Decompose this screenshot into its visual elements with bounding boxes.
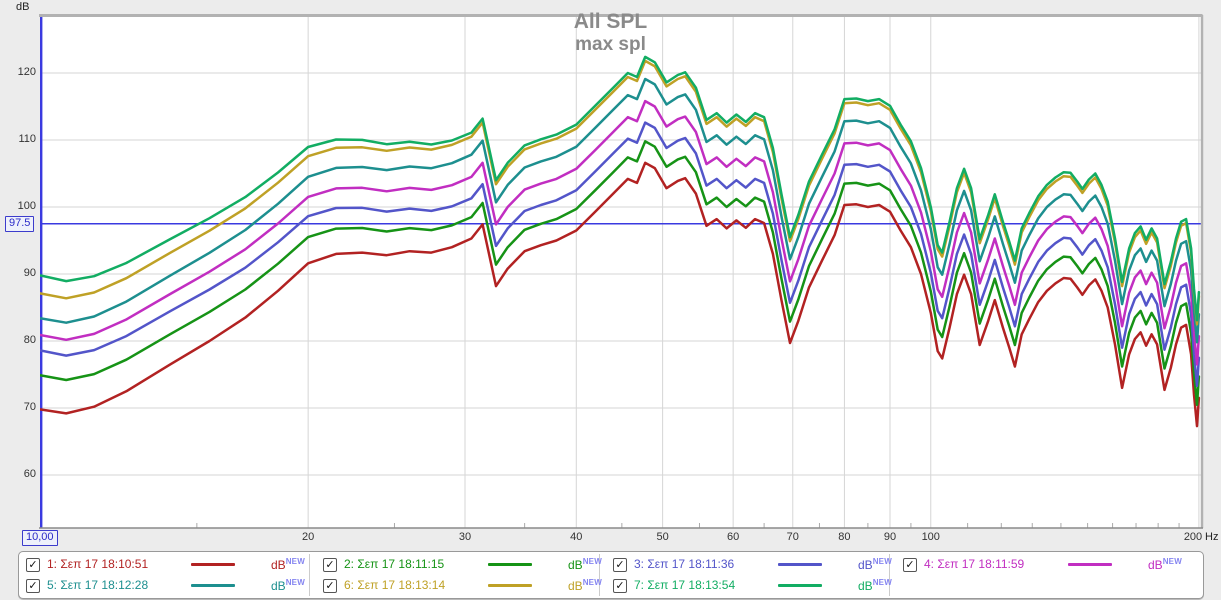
y-tick-label-70: 70	[23, 401, 36, 413]
y-axis-unit-label: dB	[16, 1, 30, 13]
x-tick-label-20: 20	[302, 531, 315, 543]
new-badge: NEW	[582, 578, 602, 587]
legend-item-2: ✓ 2: Σεπ 17 18:11:15 dBNEW	[323, 557, 608, 575]
plot-area	[40, 15, 1201, 528]
measurement-7-checkbox[interactable]: ✓	[613, 579, 627, 593]
measurement-4-unit: dBNEW	[1148, 557, 1182, 572]
x-tick-label-90: 90	[883, 531, 897, 543]
measurement-2-unit: dBNEW	[568, 557, 602, 572]
spl-curve-7[interactable]	[40, 55, 1201, 322]
measurement-3-unit: dBNEW	[858, 557, 892, 572]
measurement-2-color-swatch	[488, 563, 532, 566]
spl-curve-4[interactable]	[40, 99, 1201, 366]
spl-curve-3[interactable]	[40, 121, 1201, 388]
y-tick-label-110: 110	[18, 133, 36, 145]
y-tick-label-90: 90	[23, 267, 36, 279]
measurement-5-unit: dBNEW	[271, 578, 305, 593]
y-tick-label-120: 120	[17, 66, 36, 78]
measurement-4-label: 4: Σεπ 17 18:11:59	[924, 557, 1025, 571]
y-tick-label-100: 100	[17, 200, 36, 212]
new-badge: NEW	[582, 557, 602, 566]
measurement-7-unit: dBNEW	[858, 578, 892, 593]
measurement-1-unit: dBNEW	[271, 557, 305, 572]
cursor-frequency-readout[interactable]: 10,00	[22, 530, 58, 546]
measurement-4-color-swatch	[1068, 563, 1112, 566]
measurement-7-label: 7: Σεπ 17 18:13:54	[634, 578, 736, 592]
cursor-level-readout[interactable]: 97.5	[5, 216, 35, 232]
legend-item-4: ✓ 4: Σεπ 17 18:11:59 dBNEW	[903, 557, 1188, 575]
spl-curve-5[interactable]	[40, 77, 1201, 344]
x-axis-unit-label: Hz	[1205, 531, 1219, 543]
x-tick-label-100: 100	[921, 531, 940, 543]
x-tick-label-40: 40	[570, 531, 583, 543]
measurement-1-color-swatch	[191, 563, 235, 566]
legend-item-3: ✓ 3: Σεπ 17 18:11:36 dBNEW	[613, 557, 898, 575]
new-badge: NEW	[872, 557, 892, 566]
measurement-legend: ✓ 1: Σεπ 17 18:10:51 dBNEW ✓ 2: Σεπ 17 18:11…	[18, 551, 1204, 599]
legend-divider	[309, 554, 310, 596]
measurement-5-color-swatch	[191, 584, 235, 587]
legend-item-6: ✓ 6: Σεπ 17 18:13:14 dBNEW	[323, 578, 608, 596]
legend-divider	[599, 554, 600, 596]
y-tick-label-60: 60	[23, 468, 36, 480]
x-tick-label-60: 60	[727, 531, 740, 543]
new-badge: NEW	[1162, 557, 1182, 566]
measurement-2-checkbox[interactable]: ✓	[323, 558, 337, 572]
y-tick-label-80: 80	[23, 334, 36, 346]
new-badge: NEW	[285, 578, 305, 587]
legend-item-1: ✓ 1: Σεπ 17 18:10:51 dBNEW	[26, 557, 311, 575]
x-tick-label-80: 80	[838, 531, 851, 543]
new-badge: NEW	[872, 578, 892, 587]
measurement-7-color-swatch	[778, 584, 822, 587]
measurement-3-color-swatch	[778, 563, 822, 566]
measurement-3-checkbox[interactable]: ✓	[613, 558, 627, 572]
measurement-4-checkbox[interactable]: ✓	[903, 558, 917, 572]
measurement-5-label: 5: Σεπ 17 18:12:28	[47, 578, 149, 592]
measurement-6-unit: dBNEW	[568, 578, 602, 593]
legend-item-7: ✓ 7: Σεπ 17 18:13:54 dBNEW	[613, 578, 898, 596]
x-tick-label-200: 200	[1183, 531, 1203, 543]
measurement-3-label: 3: Σεπ 17 18:11:36	[634, 557, 735, 571]
legend-divider	[889, 554, 890, 596]
x-tick-label-70: 70	[786, 531, 799, 543]
measurement-2-label: 2: Σεπ 17 18:11:15	[344, 557, 445, 571]
x-tick-label-30: 30	[458, 531, 472, 543]
measurement-6-label: 6: Σεπ 17 18:13:14	[344, 578, 446, 592]
measurement-6-checkbox[interactable]: ✓	[323, 579, 337, 593]
spl-curve-2[interactable]	[40, 140, 1201, 406]
measurement-1-label: 1: Σεπ 17 18:10:51	[47, 557, 149, 571]
legend-item-5: ✓ 5: Σεπ 17 18:12:28 dBNEW	[26, 578, 311, 596]
measurement-1-checkbox[interactable]: ✓	[26, 558, 40, 572]
measurement-6-color-swatch	[488, 584, 532, 587]
spl-curve-1[interactable]	[40, 161, 1201, 428]
x-tick-label-50: 50	[656, 531, 669, 543]
measurement-5-checkbox[interactable]: ✓	[26, 579, 40, 593]
new-badge: NEW	[285, 557, 305, 566]
